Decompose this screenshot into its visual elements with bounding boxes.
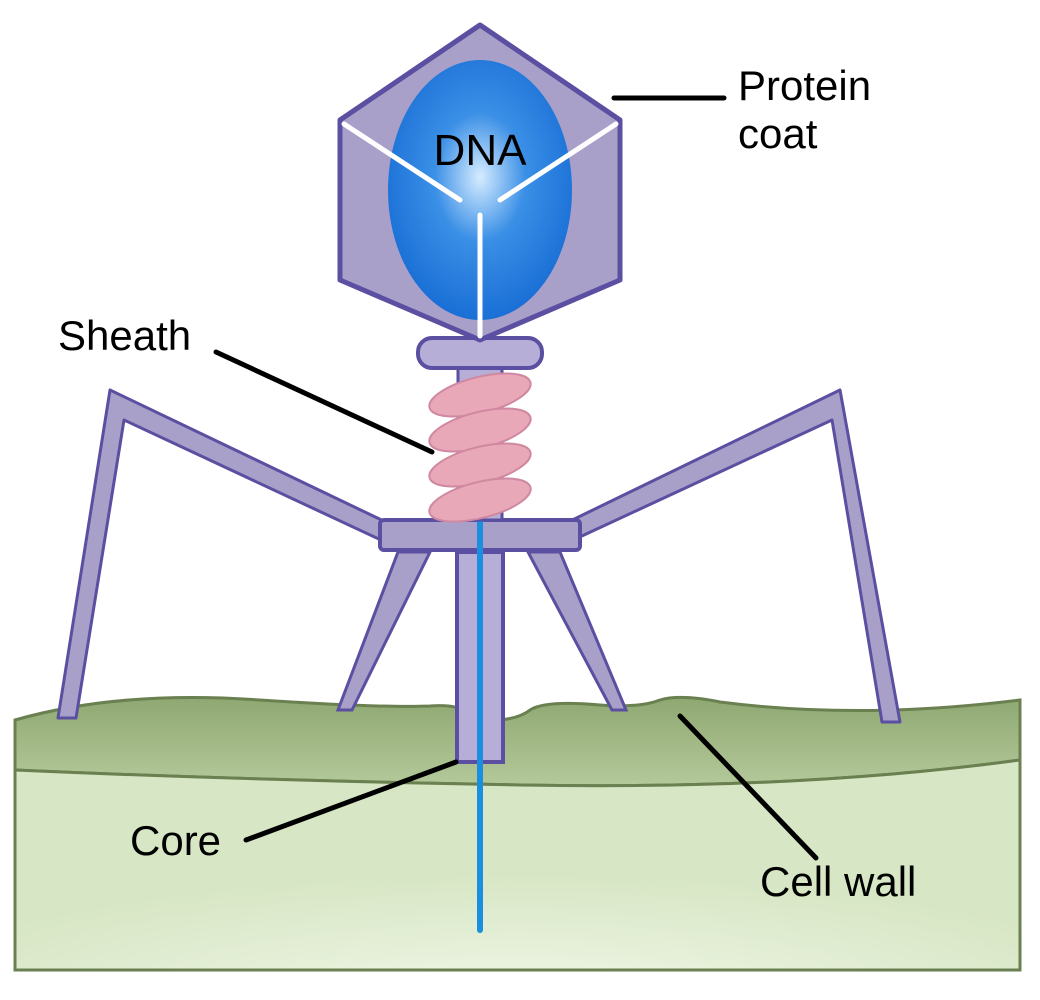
sheath-label: Sheath [58, 312, 191, 359]
sheath [425, 350, 535, 530]
dna-label: DNA [434, 126, 528, 175]
cell-wall-band [15, 697, 1020, 785]
core-label: Core [130, 817, 221, 864]
capsid-head [340, 25, 620, 340]
cell-wall-label: Cell wall [760, 858, 916, 905]
protein-coat-label-1: Protein [738, 62, 871, 109]
protein-coat-label-2: coat [738, 110, 818, 157]
bacteriophage-diagram: DNA Protein coat Sheath Core Cell wall [0, 0, 1040, 1000]
collar [418, 338, 542, 368]
